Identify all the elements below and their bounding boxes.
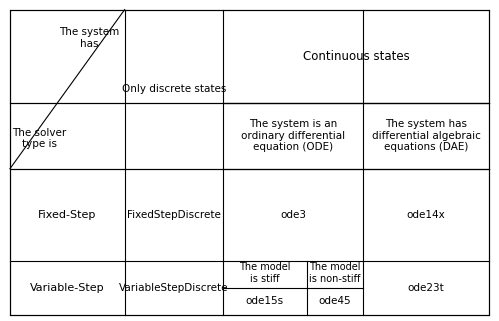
Text: Variable-Step: Variable-Step	[30, 283, 105, 293]
Text: VariableStepDiscrete: VariableStepDiscrete	[119, 283, 229, 293]
Text: ode3: ode3	[280, 210, 306, 220]
Text: ode15s: ode15s	[246, 296, 284, 307]
Text: The system has
differential algebraic
equations (DAE): The system has differential algebraic eq…	[372, 119, 481, 152]
Text: The model
is non-stiff: The model is non-stiff	[309, 262, 361, 284]
Text: FixedStepDiscrete: FixedStepDiscrete	[127, 210, 221, 220]
Text: ode45: ode45	[319, 296, 351, 307]
Text: ode23t: ode23t	[408, 283, 445, 293]
Text: Only discrete states: Only discrete states	[122, 84, 226, 94]
Text: Continuous states: Continuous states	[302, 50, 409, 63]
Text: The solver
type is: The solver type is	[12, 128, 67, 149]
Text: The model
is stiff: The model is stiff	[239, 262, 290, 284]
Text: Fixed-Step: Fixed-Step	[38, 210, 96, 220]
Text: ode14x: ode14x	[407, 210, 446, 220]
Text: The system
has: The system has	[59, 27, 120, 49]
Text: The system is an
ordinary differential
equation (ODE): The system is an ordinary differential e…	[241, 119, 345, 152]
